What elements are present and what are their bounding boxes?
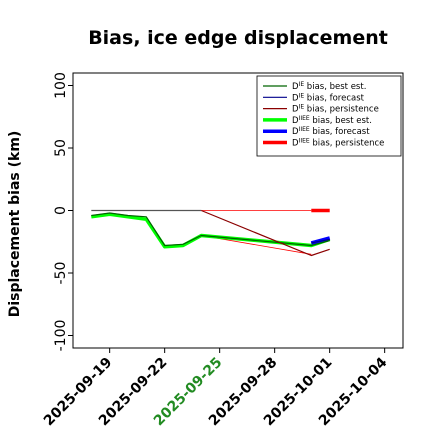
series-line-1	[311, 238, 330, 244]
series-line-2	[201, 209, 330, 257]
legend-entry: DIIEE bias, forecast	[292, 126, 370, 137]
legend-entry: DIE bias, best est.	[292, 81, 366, 92]
y-tick-label: -100	[53, 320, 69, 352]
y-axis-ticks: -100 -50 0 50 100	[53, 72, 73, 351]
y-tick-label: -50	[53, 262, 69, 285]
x-axis-ticks: 2025-09-192025-09-222025-09-252025-09-28…	[41, 348, 391, 429]
series-lines	[91, 208, 331, 257]
chart-title: Bias, ice edge displacement	[88, 27, 388, 49]
legend-entry: DIIEE bias, best est.	[292, 115, 372, 126]
y-tick-label: 50	[53, 139, 69, 157]
legend-entry: DIIEE bias, persistence	[292, 138, 384, 149]
y-tick-label: 0	[53, 206, 69, 215]
y-axis-label: Displacement bias (km)	[7, 131, 23, 318]
y-tick-label: 100	[53, 72, 69, 99]
legend-entry: DIE bias, persistence	[292, 104, 379, 115]
series-line-0	[91, 212, 330, 247]
legend: DIE bias, best est.DIE bias, forecastDIE…	[256, 75, 402, 157]
legend-entry: DIE bias, forecast	[292, 92, 365, 103]
